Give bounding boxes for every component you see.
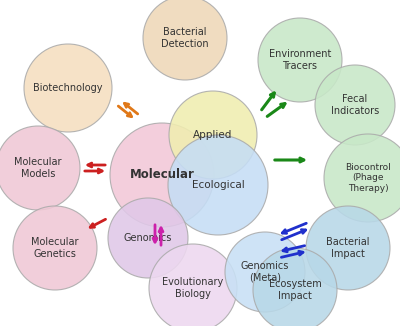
Circle shape [324,134,400,222]
Circle shape [258,18,342,102]
Text: Ecosystem
Impact: Ecosystem Impact [269,279,321,301]
Circle shape [110,123,214,227]
Circle shape [143,0,227,80]
Circle shape [253,248,337,326]
Circle shape [149,244,237,326]
Text: Biotechnology: Biotechnology [33,83,103,93]
Circle shape [169,91,257,179]
Text: Applied: Applied [193,130,233,140]
Text: Biocontrol
(Phage
Therapy): Biocontrol (Phage Therapy) [345,163,391,193]
Text: Bacterial
Detection: Bacterial Detection [161,27,209,49]
Text: Genomics
(Meta): Genomics (Meta) [241,261,289,283]
Text: Ecological: Ecological [192,180,244,190]
Circle shape [24,44,112,132]
Text: Bacterial
Impact: Bacterial Impact [326,237,370,259]
Circle shape [306,206,390,290]
Text: Fecal
Indicators: Fecal Indicators [331,94,379,116]
Circle shape [0,126,80,210]
Text: Environment
Tracers: Environment Tracers [269,49,331,71]
Text: Molecular
Models: Molecular Models [14,157,62,179]
Text: Molecular
Genetics: Molecular Genetics [31,237,79,259]
Text: Genomics: Genomics [124,233,172,243]
Circle shape [13,206,97,290]
Circle shape [225,232,305,312]
Text: Evolutionary
Biology: Evolutionary Biology [162,277,224,299]
Circle shape [315,65,395,145]
Circle shape [168,135,268,235]
Circle shape [108,198,188,278]
Text: Molecular: Molecular [130,169,194,182]
